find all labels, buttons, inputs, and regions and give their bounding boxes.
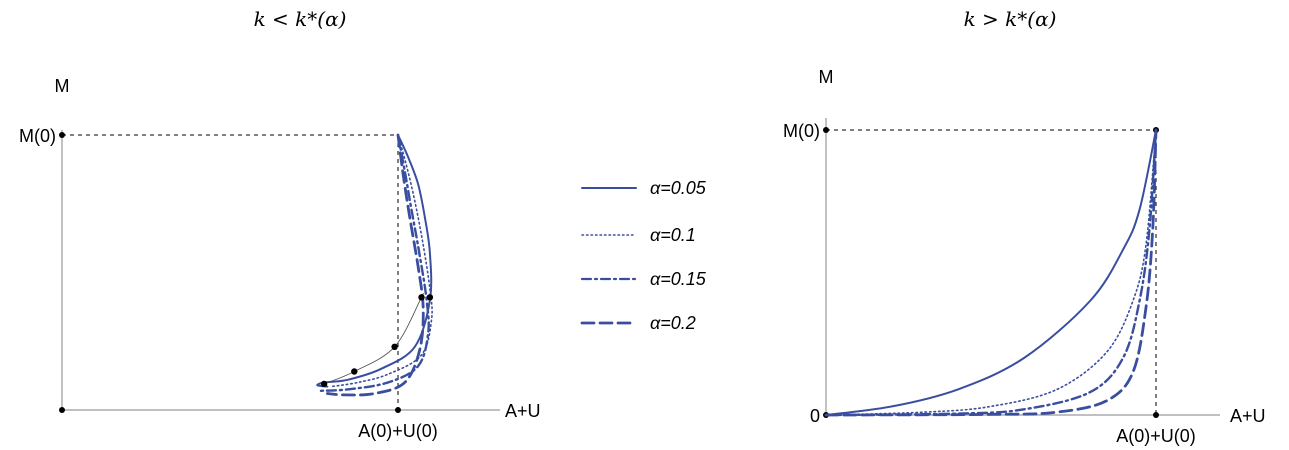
series-line-3	[824, 128, 1158, 417]
endpoint-dot	[391, 343, 398, 350]
series-line-1	[825, 129, 1157, 416]
left-origin-point	[59, 407, 65, 413]
endpoint-dot	[418, 294, 425, 301]
legend-item-2: α=0.15	[580, 269, 707, 289]
legend-item-3: α=0.2	[580, 313, 696, 333]
legend-label: α=0.2	[650, 313, 696, 333]
left-y-label: M	[55, 76, 70, 96]
left-title: k < k*(α)	[254, 7, 347, 31]
legend: α=0.05 α=0.1 α=0.15 α=0.2	[580, 178, 707, 333]
right-a0-point	[1153, 412, 1159, 418]
right-y-tick-top: M(0)	[783, 121, 820, 141]
endpoint-dot	[351, 368, 358, 375]
series-line-2	[330, 134, 433, 388]
left-a0-point	[395, 407, 401, 413]
series-line-4	[824, 128, 1158, 417]
legend-item-0: α=0.05	[581, 178, 707, 198]
right-title: k > k*(α)	[964, 7, 1057, 31]
series-line-1	[316, 134, 433, 388]
series-line-2	[825, 129, 1157, 416]
series-line-4	[326, 133, 425, 397]
right-x-tick: A(0)+U(0)	[1116, 426, 1196, 446]
legend-item-1: α=0.1	[581, 225, 696, 245]
left-panel: M M(0) A+U A(0)+U(0)	[19, 76, 541, 441]
endpoint-dot	[426, 294, 434, 301]
right-x-label: A+U	[1230, 406, 1266, 426]
right-y-tick-bottom: 0	[810, 406, 820, 426]
legend-label: α=0.05	[650, 178, 707, 198]
endpoint-connector	[323, 293, 424, 385]
legend-label: α=0.1	[650, 225, 696, 245]
left-y-tick: M(0)	[19, 126, 56, 146]
right-panel: M M(0) 0 A+U A(0)+U(0)	[783, 67, 1266, 446]
endpoint-dot	[320, 380, 328, 388]
left-curves	[316, 133, 434, 397]
right-curves	[824, 128, 1158, 417]
right-m0-point	[823, 127, 829, 133]
right-y-label: M	[819, 67, 834, 87]
series-line-3	[319, 133, 430, 392]
left-x-tick: A(0)+U(0)	[358, 421, 438, 441]
legend-label: α=0.15	[650, 269, 707, 289]
left-m0-point	[59, 132, 65, 138]
left-x-label: A+U	[505, 401, 541, 421]
